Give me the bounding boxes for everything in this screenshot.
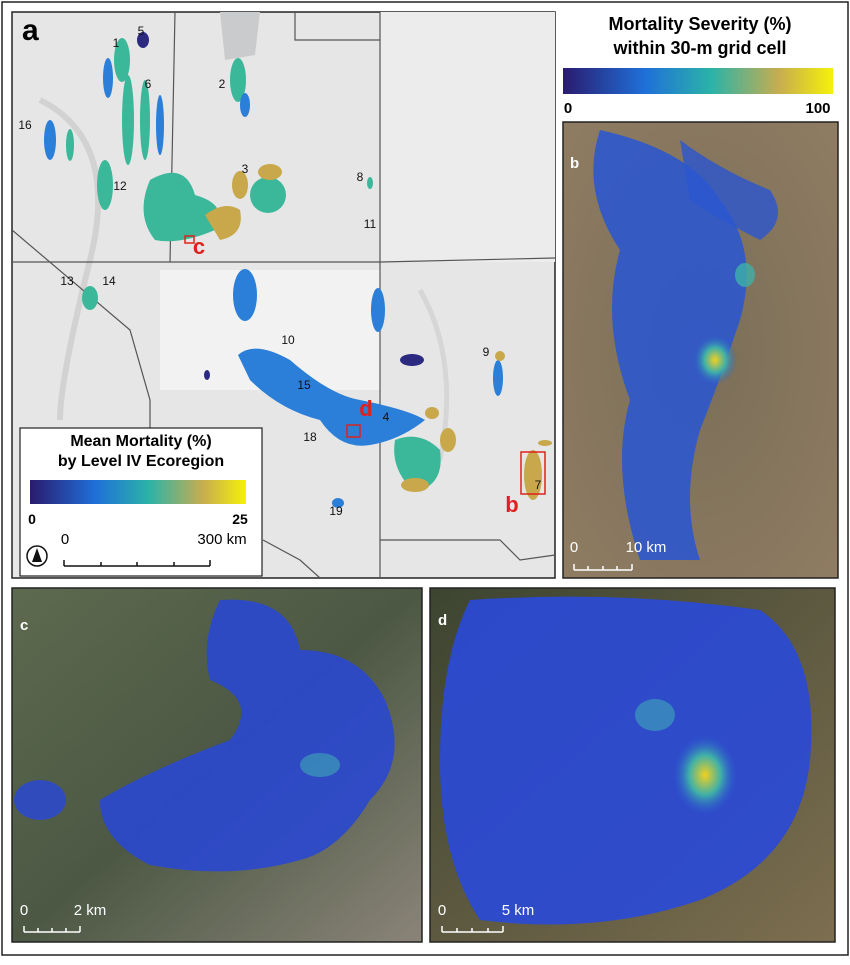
mean-legend: Mean Mortality (%) by Level IV Ecoregion…	[19, 427, 263, 577]
region-label: 16	[18, 118, 32, 132]
panel-b: b 0 10 km	[562, 121, 839, 579]
ecoregions	[44, 32, 552, 508]
region-label: 9	[483, 345, 490, 359]
scale-bar	[63, 560, 211, 567]
region-label: 18	[303, 430, 317, 444]
region-label: 3	[242, 162, 249, 176]
panel-label: a	[22, 14, 39, 47]
panel-a: a 1 5 2 6 16 12 3 8 11 13 14 10 15 9 4 1…	[11, 11, 556, 579]
scale-end: 2 km	[74, 902, 107, 919]
scale-end: 300 km	[197, 531, 246, 548]
colorbar-min: 0	[564, 100, 572, 117]
colorbar	[30, 480, 246, 504]
region-label: 14	[102, 274, 116, 288]
colorbar-max: 25	[232, 511, 248, 527]
panel-label: d	[438, 612, 447, 629]
scale-start: 0	[438, 902, 446, 919]
colorbar-max: 100	[805, 100, 830, 117]
colorbar-min: 0	[28, 511, 36, 527]
region-label: 4	[383, 410, 390, 424]
scale-bar	[441, 926, 504, 933]
state-borders	[12, 12, 555, 578]
panel-label: c	[20, 617, 28, 634]
region-label: 1	[113, 36, 120, 50]
region-label: 19	[329, 504, 343, 518]
panel-c: c 0 2 km	[11, 587, 423, 943]
legend-title: by Level IV Ecoregion	[58, 453, 224, 470]
scale-bar	[23, 926, 81, 933]
region-label: 11	[364, 217, 377, 231]
legend-title: within 30-m grid cell	[612, 38, 786, 58]
scale-end: 10 km	[626, 539, 667, 556]
scale-start: 0	[61, 531, 69, 548]
severity-legend: Mortality Severity (%) within 30-m grid …	[563, 14, 833, 117]
region-label: 2	[219, 77, 226, 91]
scale-end: 5 km	[502, 902, 535, 919]
region-label: 13	[60, 274, 74, 288]
region-labels: 1 5 2 6 16 12 3 8 11 13 14 10 15 9 4 18 …	[18, 24, 541, 518]
scale-start: 0	[570, 539, 578, 556]
inset-marker: d	[359, 396, 372, 421]
inset-marker: b	[505, 492, 518, 517]
inset-marker: c	[193, 234, 205, 259]
region-label: 7	[535, 478, 542, 492]
region-label: 10	[281, 333, 295, 347]
region-label: 15	[297, 378, 311, 392]
panel-label: b	[570, 155, 579, 172]
scale-bar	[573, 564, 633, 571]
panel-d: d 0 5 km	[429, 587, 836, 943]
region-label: 5	[138, 24, 145, 38]
legend-title: Mortality Severity (%)	[608, 14, 791, 34]
region-label: 6	[145, 77, 152, 91]
region-label: 8	[357, 170, 364, 184]
scale-start: 0	[20, 902, 28, 919]
colorbar	[563, 68, 833, 94]
region-label: 12	[113, 179, 127, 193]
legend-title: Mean Mortality (%)	[70, 433, 211, 450]
